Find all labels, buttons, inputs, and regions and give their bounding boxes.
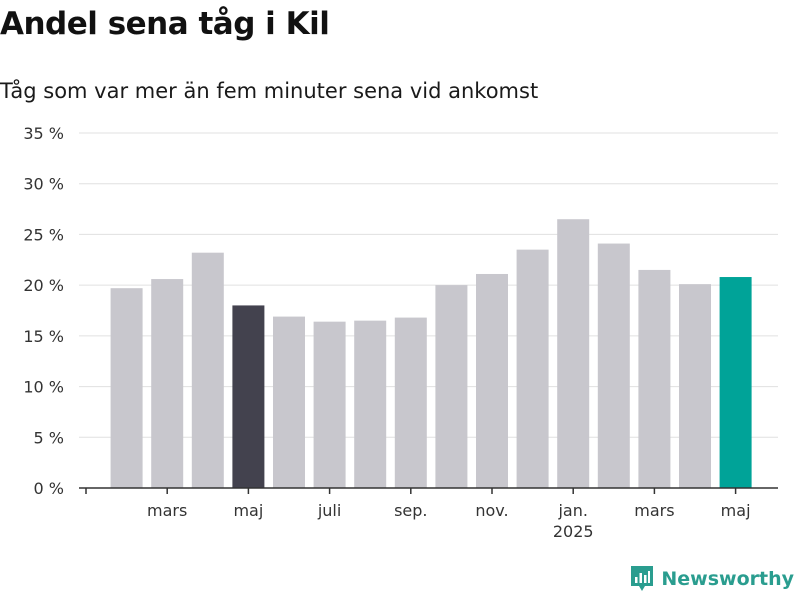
bar-2024-09 [394,317,427,488]
x-tick-label: juli [317,501,341,520]
bar-2025-04 [679,284,711,488]
chart-title: Andel sena tåg i Kil [0,6,330,42]
x-tick-label: maj [721,501,751,520]
y-tick-label: 25 % [23,225,64,244]
logo-text: Newsworthy [661,568,794,590]
bar-2025-01 [557,219,590,488]
y-tick-label: 0 % [34,479,64,498]
x-tick-label: jan. [557,501,587,520]
bar-2024-10 [435,285,468,488]
y-tick-label: 10 % [23,378,64,397]
bar-2025-05 [719,277,752,488]
x-axis [79,487,778,494]
newsworthy-logo: Newsworthy [631,566,794,592]
bar-2024-05 [232,305,265,488]
bar-2025-03 [638,269,671,488]
bar-2025-02 [597,243,630,488]
x-tick-year-label: 2025 [553,522,594,541]
bar-2024-02 [110,288,143,488]
bar-2024-08 [354,320,387,488]
y-tick-label: 5 % [34,428,64,447]
x-tick-label: maj [233,501,263,520]
bar-2024-07 [313,321,346,488]
y-tick-label: 20 % [23,276,64,295]
bar-2024-11 [476,273,508,488]
grid-lines [79,132,778,438]
chart-subtitle: Tåg som var mer än fem minuter sena vid … [0,79,539,103]
x-tick-label: mars [147,501,187,520]
x-axis-labels: mars maj juli sep. nov. jan. 2025 mars maj [147,501,750,541]
x-tick-label: sep. [394,501,427,520]
bar-2024-06 [273,316,305,488]
y-tick-label: 15 % [23,327,64,346]
y-tick-label: 35 % [23,124,64,143]
bar-2024-04 [191,252,224,488]
bars [110,219,752,488]
y-axis-labels: 0 % 5 % 10 % 15 % 20 % 25 % 30 % 35 % [23,124,64,498]
x-tick-label: mars [634,501,674,520]
y-tick-label: 30 % [23,175,64,194]
x-tick-label: nov. [475,501,508,520]
bar-2024-12 [516,249,549,488]
bar-2024-03 [151,279,184,488]
newsworthy-logo-icon [631,566,654,591]
